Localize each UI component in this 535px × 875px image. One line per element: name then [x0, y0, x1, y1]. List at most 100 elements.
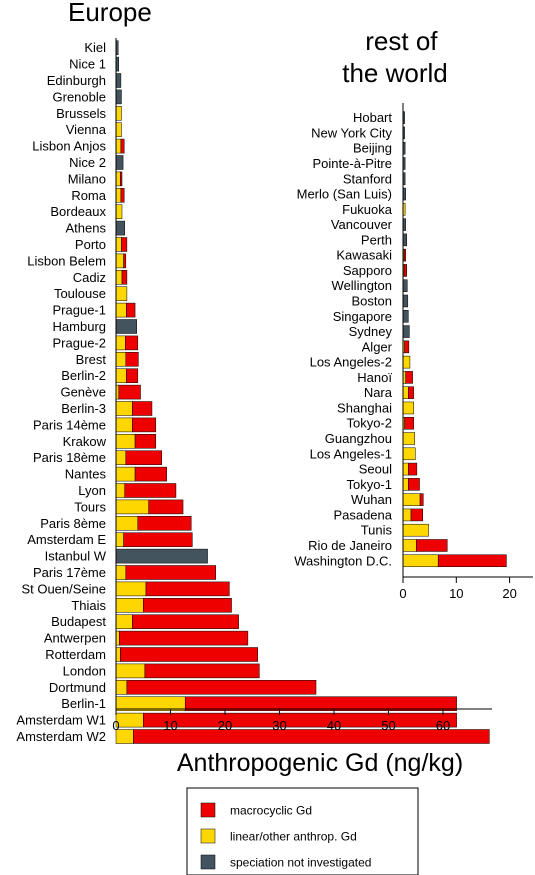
europe-label-nantes: Nantes — [65, 467, 107, 482]
world-tick-label-20: 20 — [502, 586, 516, 601]
europe-bar-brest-macrocyclic-gd — [125, 352, 139, 367]
legend-swatch-linear-other-anthrop-gd — [200, 828, 216, 844]
europe-bar-roma-macrocyclic-gd — [120, 188, 125, 203]
rest-of-world-title-line-2: the world — [342, 58, 448, 88]
world-tick-label-0: 0 — [399, 586, 406, 601]
world-bar-los-angeles-1-linear-other-anthrop-gd — [402, 447, 416, 461]
europe-label-paris-14eme: Paris 14ème — [33, 417, 106, 432]
world-bar-wellington-speciation-not-investigated — [402, 279, 408, 292]
europe-bar-paris-18eme-macrocyclic-gd — [125, 450, 163, 465]
europe-label-thiais: Thiais — [71, 598, 106, 613]
europe-bar-amsterdam-e-macrocyclic-gd — [123, 532, 193, 547]
world-label-rio-de-janeiro: Rio de Janeiro — [308, 538, 392, 553]
europe-bar-paris-14eme-macrocyclic-gd — [132, 417, 157, 433]
europe-label-prague-2: Prague-2 — [53, 335, 106, 350]
europe-bar-lisbon-belem-linear-other-anthrop-gd — [115, 253, 124, 269]
europe-label-nice-1: Nice 1 — [69, 57, 106, 72]
europe-tick-label-30: 30 — [272, 718, 286, 733]
europe-bar-thiais-linear-other-anthrop-gd — [115, 598, 144, 613]
world-bar-tokyo-1-linear-other-anthrop-gd — [402, 478, 409, 491]
world-bar-wuhan-linear-other-anthrop-gd — [402, 493, 421, 506]
world-label-hobart: Hobart — [353, 110, 392, 125]
europe-bar-paris-18eme-linear-other-anthrop-gd — [115, 450, 127, 465]
world-label-singapore: Singapore — [333, 309, 392, 324]
europe-label-budapest: Budapest — [51, 614, 106, 629]
europe-bar-istanbul-w-speciation-not-investigated — [115, 548, 208, 564]
world-bar-shanghai-linear-other-anthrop-gd — [402, 401, 414, 415]
europe-label-cadiz: Cadiz — [73, 270, 106, 285]
europe-label-paris-17eme: Paris 17ème — [33, 565, 106, 580]
europe-label-dortmund: Dortmund — [49, 680, 106, 695]
world-bar-boston-speciation-not-investigated — [402, 294, 409, 308]
europe-label-tours: Tours — [74, 499, 106, 514]
legend-label-macrocyclic-gd: macrocyclic Gd — [230, 804, 312, 818]
europe-label-geneve: Genève — [60, 385, 106, 400]
europe-bar-london-linear-other-anthrop-gd — [115, 663, 146, 679]
world-label-perth: Perth — [361, 232, 392, 247]
europe-bar-milano-macrocyclic-gd — [120, 171, 123, 187]
world-label-seoul: Seoul — [359, 462, 392, 477]
legend-label-speciation-not-investigated: speciation not investigated — [230, 856, 371, 870]
world-bar-guangzhou-linear-other-anthrop-gd — [402, 432, 415, 445]
europe-bar-rotterdam-macrocyclic-gd — [120, 647, 258, 662]
europe-label-bordeaux: Bordeaux — [50, 204, 106, 219]
world-bar-rio-de-janeiro-macrocyclic-gd — [416, 539, 448, 552]
world-bar-tunis-linear-other-anthrop-gd — [402, 523, 429, 537]
europe-label-berlin-2: Berlin-2 — [61, 368, 106, 383]
world-label-stanford: Stanford — [343, 171, 392, 186]
world-label-sydney: Sydney — [349, 324, 393, 339]
world-label-kawasaki: Kawasaki — [336, 248, 392, 263]
europe-bar-prague-2-linear-other-anthrop-gd — [115, 335, 126, 351]
europe-label-berlin-1: Berlin-1 — [61, 696, 106, 711]
europe-bar-vienna-linear-other-anthrop-gd — [115, 122, 122, 137]
europe-label-amsterdam-w2: Amsterdam W2 — [16, 729, 106, 744]
europe-bar-berlin-2-macrocyclic-gd — [126, 368, 139, 383]
europe-bar-grenoble-speciation-not-investigated — [115, 89, 122, 105]
europe-bar-st-ouen-seine-linear-other-anthrop-gd — [115, 581, 147, 597]
legend-items: macrocyclic Gd linear/other anthrop. Gd sp… — [200, 802, 371, 870]
europe-bar-lisbon-anjos-macrocyclic-gd — [120, 138, 125, 154]
legend-swatch-speciation-not-investigated — [200, 854, 216, 870]
europe-bar-cadiz-macrocyclic-gd — [121, 270, 128, 285]
europe-label-london: London — [63, 663, 106, 678]
europe-label-berlin-3: Berlin-3 — [61, 401, 106, 416]
europe-label-lyon: Lyon — [78, 483, 106, 498]
europe-bar-budapest-linear-other-anthrop-gd — [115, 614, 133, 629]
europe-label-istanbul-w: Istanbul W — [45, 549, 107, 564]
world-label-shanghai: Shanghai — [337, 400, 392, 415]
world-bar-los-angeles-2-linear-other-anthrop-gd — [402, 355, 411, 369]
europe-bar-prague-2-macrocyclic-gd — [125, 335, 139, 351]
europe-bar-berlin-3-macrocyclic-gd — [132, 401, 153, 416]
world-label-guangzhou: Guangzhou — [325, 431, 392, 446]
world-bar-sydney-speciation-not-investigated — [402, 325, 410, 338]
world-bar-wuhan-macrocyclic-gd — [419, 493, 424, 506]
europe-tick-label-50: 50 — [381, 718, 395, 733]
europe-bar-tours-macrocyclic-gd — [148, 499, 184, 515]
europe-tick-label-20: 20 — [218, 718, 232, 733]
world-label-sapporo: Sapporo — [343, 263, 392, 278]
world-bar-seoul-macrocyclic-gd — [408, 462, 418, 476]
europe-bar-london-macrocyclic-gd — [144, 663, 260, 679]
europe-bar-brest-linear-other-anthrop-gd — [115, 352, 127, 367]
world-bar-hanoi-macrocyclic-gd — [405, 371, 413, 384]
europe-bar-edinburgh-speciation-not-investigated — [115, 73, 122, 88]
europe-label-lisbon-anjos: Lisbon Anjos — [32, 139, 106, 154]
legend-swatch-macrocyclic-gd — [200, 802, 216, 818]
legend-label-linear-other-anthrop-gd: linear/other anthrop. Gd — [230, 830, 357, 844]
europe-bar-amsterdam-e-linear-other-anthrop-gd — [115, 532, 124, 547]
europe-label-rotterdam: Rotterdam — [45, 647, 106, 662]
europe-title: Europe — [68, 0, 152, 27]
europe-label-milano: Milano — [68, 171, 106, 186]
europe-bar-milano-linear-other-anthrop-gd — [115, 171, 121, 187]
europe-bar-lyon-linear-other-anthrop-gd — [115, 483, 125, 498]
europe-label-amsterdam-e: Amsterdam E — [27, 532, 106, 547]
world-bar-sapporo-macrocyclic-gd — [403, 264, 407, 277]
europe-tick-label-60: 60 — [436, 718, 450, 733]
world-label-pasadena: Pasadena — [333, 507, 392, 522]
europe-bar-lisbon-anjos-linear-other-anthrop-gd — [115, 138, 122, 154]
world-bar-pasadena-macrocyclic-gd — [410, 508, 423, 522]
